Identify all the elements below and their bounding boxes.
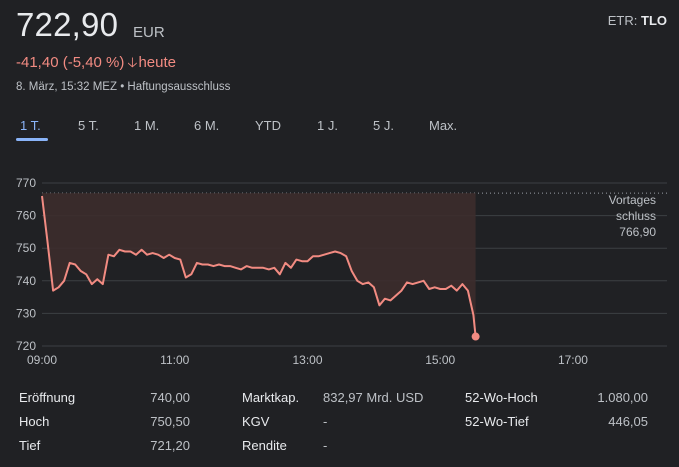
stat-market-cap-label: Marktkap. <box>242 390 300 405</box>
exchange-label: ETR: <box>607 13 638 28</box>
x-tick-label: 13:00 <box>292 353 322 367</box>
tab-1-month[interactable]: 1 M. <box>134 118 160 133</box>
ticker-symbol: ETR: TLO <box>608 13 667 28</box>
stat-pe-label: KGV <box>242 414 270 429</box>
stat-market-cap-value: 832,97 Mrd. USD <box>323 390 424 405</box>
y-tick-label: 730 <box>16 306 36 320</box>
symbol-label: TLO <box>641 13 667 28</box>
current-price: 722,90 <box>16 6 119 43</box>
meta-separator: • <box>120 81 125 93</box>
stat-open-value: 740,00 <box>150 390 190 405</box>
tab-1-day[interactable]: 1 T. <box>20 118 41 133</box>
tab-max[interactable]: Max. <box>429 118 458 133</box>
quote-meta: 8. März, 15:32 MEZ • Haftungsausschluss <box>16 81 230 93</box>
previous-close-label: schluss <box>616 209 656 223</box>
stat-yield-value: - <box>323 438 328 453</box>
stat-low-label: Tief <box>19 438 41 453</box>
tab-1-year[interactable]: 1 J. <box>317 118 338 133</box>
disclaimer-link[interactable]: Haftungsausschluss <box>127 81 231 93</box>
quote-timestamp: 8. März, 15:32 MEZ <box>16 81 117 93</box>
price-area-fill <box>42 193 476 337</box>
stat-low-value: 721,20 <box>150 438 190 453</box>
y-tick-label: 750 <box>16 241 36 255</box>
previous-close-label: Vortages <box>609 193 656 207</box>
tab-6-months[interactable]: 6 M. <box>194 118 220 133</box>
tab-5-days[interactable]: 5 T. <box>78 118 99 133</box>
previous-close-label: 766,90 <box>619 225 656 239</box>
change-period: heute <box>138 54 176 71</box>
stat-52w-high-label: 52-Wo-Hoch <box>465 390 538 405</box>
change-value: -41,40 (-5,40 %) <box>16 54 125 71</box>
y-tick-label: 740 <box>16 274 36 288</box>
current-price-dot <box>471 332 480 341</box>
stat-pe-value: - <box>323 414 328 429</box>
y-tick-label: 760 <box>16 209 36 223</box>
y-tick-label: 770 <box>16 176 36 190</box>
stat-high-label: Hoch <box>19 414 50 429</box>
stat-52w-low-value: 446,05 <box>608 414 648 429</box>
stat-yield-label: Rendite <box>242 438 287 453</box>
currency-label: EUR <box>133 24 165 41</box>
stat-52w-low-label: 52-Wo-Tief <box>465 414 529 429</box>
tab-5-years[interactable]: 5 J. <box>373 118 394 133</box>
time-range-tabs: 1 T. 5 T. 1 M. 6 M. YTD 1 J. 5 J. Max. <box>0 118 679 142</box>
stat-52w-high-value: 1.080,00 <box>597 390 648 405</box>
x-tick-label: 09:00 <box>27 353 57 367</box>
y-tick-label: 720 <box>16 339 36 353</box>
stat-open-label: Eröffnung <box>19 390 76 405</box>
active-tab-indicator <box>16 138 48 141</box>
x-tick-label: 17:00 <box>558 353 588 367</box>
tab-ytd[interactable]: YTD <box>255 118 281 133</box>
price-chart[interactable]: 770 760 750 740 730 720 Vortages schluss 766,90 0… <box>0 168 679 373</box>
arrow-down-icon: 🡣 <box>127 54 138 70</box>
price-change: -41,40 (-5,40 %) 🡣heute <box>16 52 176 76</box>
stat-high-value: 750,50 <box>150 414 190 429</box>
x-tick-label: 15:00 <box>425 353 455 367</box>
price-line <box>41 195 477 337</box>
x-tick-label: 11:00 <box>160 353 189 367</box>
